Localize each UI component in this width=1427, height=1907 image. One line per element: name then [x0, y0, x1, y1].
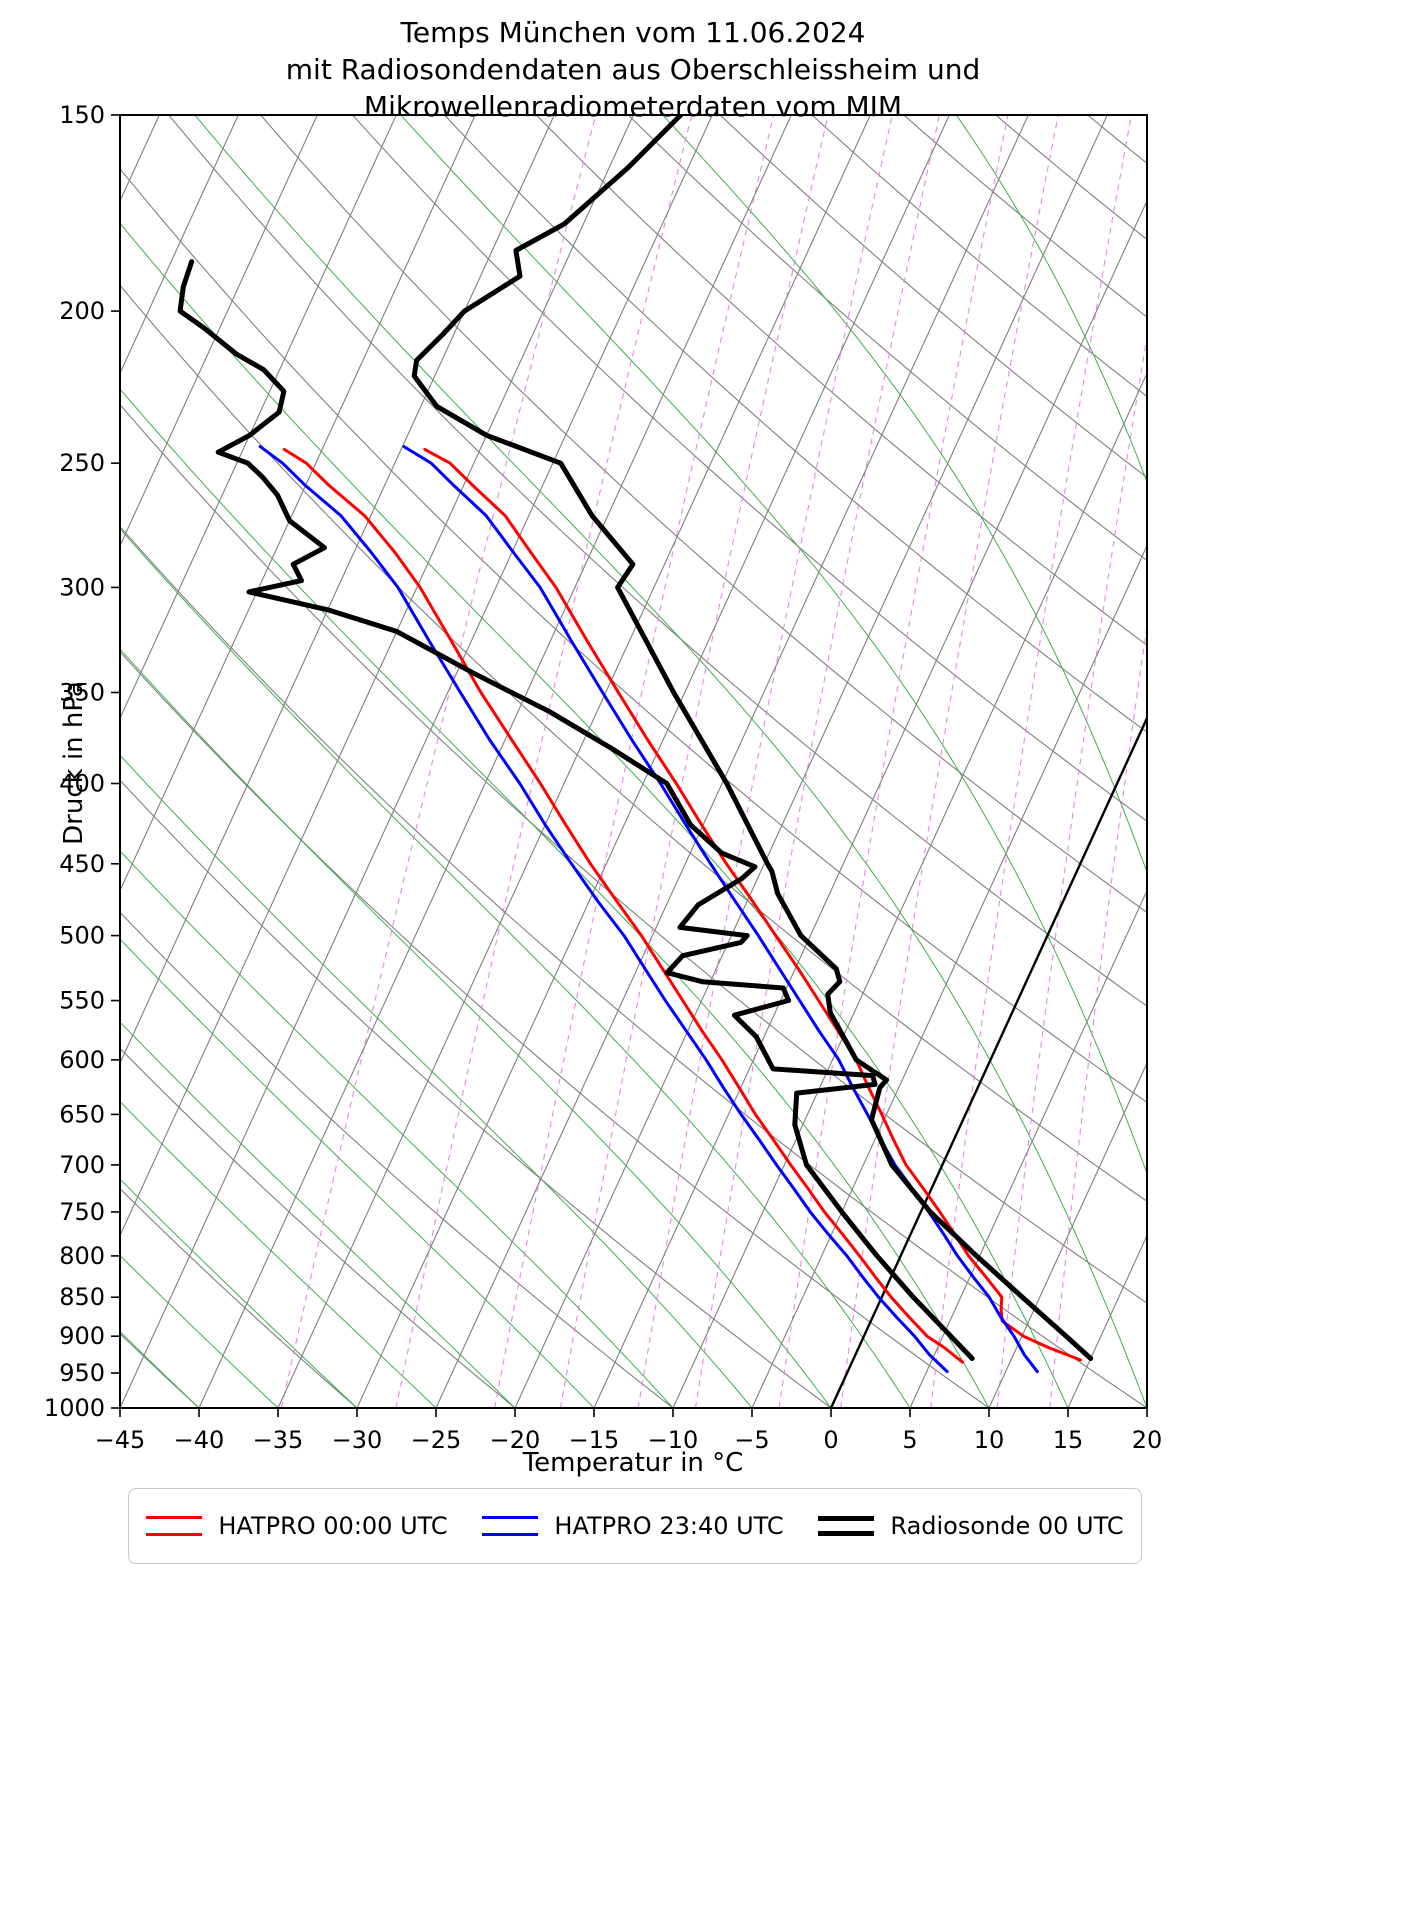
moist-adiabats: [120, 115, 1147, 1408]
legend-line-sample-hatpro-0000: [146, 1516, 203, 1536]
x-tick-label: −45: [95, 1426, 146, 1454]
x-tick-label: −35: [253, 1426, 304, 1454]
x-tick-label: −25: [411, 1426, 462, 1454]
y-tick-label: 250: [59, 449, 105, 477]
x-tick-label: −10: [648, 1426, 699, 1454]
y-tick-label: 500: [59, 922, 105, 950]
series-radiosonde-00-utc-temperature: [411, 115, 1094, 1361]
y-tick-label: 900: [59, 1322, 105, 1350]
y-tick-label: 650: [59, 1100, 105, 1128]
y-tick-label: 1000: [44, 1394, 105, 1422]
y-axis-label: Druck in hPa: [59, 681, 89, 845]
x-axis-label: Temperatur in °C: [522, 1448, 744, 1478]
series-hatpro-23-40-utc-dewpoint: [258, 445, 949, 1374]
series-hatpro-23-40-utc-temperature: [402, 445, 1039, 1374]
x-tick-label: −40: [174, 1426, 225, 1454]
x-tick-label: 10: [974, 1426, 1005, 1454]
legend-item-label: HATPRO 23:40 UTC: [554, 1512, 784, 1540]
y-tick-label: 800: [59, 1242, 105, 1270]
x-tick-label: 5: [902, 1426, 917, 1454]
background-grid: [120, 115, 1147, 1408]
axis-ticks: −45 −40 −35 −30 −25 −20 −15 −10 −5 0 5 10 15 20 150 200…: [44, 101, 1162, 1454]
legend-line-top: [482, 1516, 539, 1519]
x-tick-label: −20: [490, 1426, 541, 1454]
chart-title-line-3: Mikrowellenradiometerdaten vom MIM: [363, 90, 903, 123]
y-tick-label: 150: [59, 101, 105, 129]
legend-line-bottom: [818, 1531, 875, 1536]
y-tick-label: 600: [59, 1046, 105, 1074]
series-radiosonde-00-utc-dewpoint: [177, 259, 975, 1361]
plot-frame: [119, 114, 1148, 1409]
y-tick-label: 550: [59, 987, 105, 1015]
y-tick-label: 700: [59, 1151, 105, 1179]
y-tick-label: 750: [59, 1198, 105, 1226]
legend-line-top: [146, 1516, 203, 1519]
legend-line-sample-radiosonde: [818, 1516, 875, 1536]
y-tick-label: 350: [59, 678, 105, 706]
y-tick-label: 850: [59, 1283, 105, 1311]
sounding-series: [177, 115, 1094, 1374]
x-tick-label: −15: [569, 1426, 620, 1454]
legend: HATPRO 00:00 UTC HATPRO 23:40 UTC Radios…: [128, 1488, 1142, 1564]
x-tick-label: 20: [1132, 1426, 1163, 1454]
x-tick-label: −5: [734, 1426, 769, 1454]
legend-line-bottom: [482, 1533, 539, 1536]
mixing-ratio-lines: [280, 115, 1147, 1408]
x-tick-label: −30: [332, 1426, 383, 1454]
y-tick-label: 200: [59, 297, 105, 325]
legend-line-bottom: [146, 1533, 203, 1536]
legend-item-hatpro-2340: HATPRO 23:40 UTC: [482, 1512, 784, 1540]
legend-item-label: Radiosonde 00 UTC: [890, 1512, 1124, 1540]
y-tick-label: 450: [59, 850, 105, 878]
chart-title: Temps München vom 11.06.2024 mit Radioso…: [83, 14, 1183, 125]
legend-item-label: HATPRO 00:00 UTC: [218, 1512, 448, 1540]
y-tick-label: 950: [59, 1359, 105, 1387]
y-tick-label: 400: [59, 769, 105, 797]
y-tick-label: 300: [59, 573, 105, 601]
legend-line-sample-hatpro-2340: [482, 1516, 539, 1536]
legend-item-hatpro-0000: HATPRO 00:00 UTC: [146, 1512, 448, 1540]
series-hatpro-00-00-utc-dewpoint: [282, 447, 965, 1364]
legend-item-radiosonde: Radiosonde 00 UTC: [818, 1512, 1124, 1540]
legend-line-top: [818, 1516, 875, 1521]
chart-title-line-2: mit Radiosondendaten aus Oberschleisshei…: [285, 53, 981, 86]
dry-adiabats: [120, 115, 1147, 1408]
isotherms: [120, 115, 1147, 1408]
x-tick-label: 15: [1053, 1426, 1084, 1454]
x-tick-label: 0: [823, 1426, 838, 1454]
chart-title-line-1: Temps München vom 11.06.2024: [400, 16, 866, 49]
